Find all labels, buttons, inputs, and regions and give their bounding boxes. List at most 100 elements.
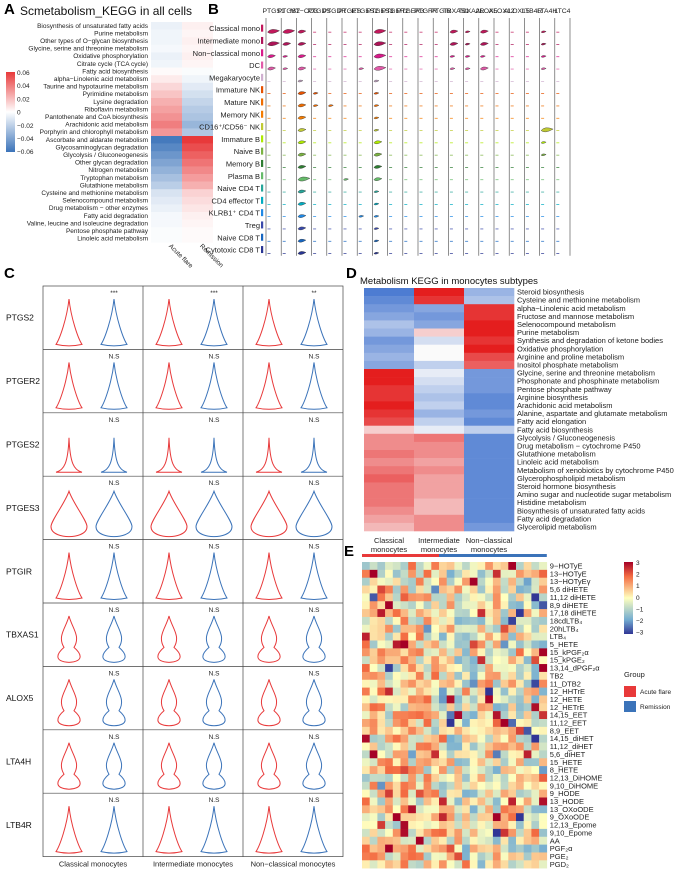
panel-e-legend-title: Group [624,670,645,679]
heatmap-cell [531,664,540,673]
remission-violin [195,489,233,538]
heatmap-cell [431,585,440,594]
pathway-label: Histidine metabolism [517,498,586,507]
heatmap-cell [516,687,524,696]
heatmap-cell [454,687,463,696]
metabolite-label: LTB₄ [550,632,566,641]
heatmap-cell [415,828,424,838]
heatmap-cell [414,320,465,329]
heatmap-cell [539,766,548,775]
violin-mark [540,127,554,133]
heatmap-cell [431,562,440,571]
pathway-label: Other glycan degradation [75,160,148,167]
heatmap-cell [408,813,417,822]
violin-mark [373,202,380,206]
heatmap-cell [439,695,447,704]
heatmap-cell [392,562,401,571]
cell-type-swatch [261,159,264,167]
heatmap-cell [492,703,501,712]
cell-type-label: Naive CD8 T [217,233,260,242]
heatmap-cell [462,703,471,712]
heatmap-cell [462,758,471,767]
pathway-label: Glycine, serine and threonine metabolism [517,369,655,378]
violin-mark [373,129,380,132]
heatmap-cell [408,805,417,814]
heatmap-cell [408,789,417,798]
violin-mark [449,55,456,58]
heatmap-cell [415,773,424,783]
pathway-label: Drug metabolism − other enzymes [49,205,149,212]
heatmap-cell [531,711,540,720]
heatmap-cell [462,805,471,814]
heatmap-cell [414,312,465,321]
pathway-label: Fatty acid degradation [517,514,591,523]
heatmap-cell [454,742,463,751]
heatmap-cell [508,797,517,806]
metabolite-label: TB2 [550,671,564,680]
heatmap-cell [508,805,517,814]
scale-tick: −0.04 [17,136,34,143]
heatmap-cell [464,328,515,337]
heatmap-cell [182,166,213,175]
remission-violin [300,298,328,347]
metabolite-label: 15_kPGF₂α [550,648,590,657]
remission-violin [100,806,128,854]
heatmap-cell [423,750,432,759]
heatmap-cell [362,734,370,743]
heatmap-cell [377,687,386,696]
heatmap-cell [414,514,465,524]
heatmap-cell [477,836,486,845]
heatmap-cell [377,828,386,838]
violin-mark [540,42,547,46]
panel-c-frame [42,285,344,857]
heatmap-cell [385,640,394,649]
heatmap-cell [508,781,517,790]
heatmap-cell [369,569,378,578]
pathway-label: Biosynthesis of unsaturated fatty acids [37,23,149,30]
violin-mark [373,66,387,71]
heatmap-cell [492,852,501,861]
heatmap-cell [369,703,378,712]
heatmap-cell [431,577,440,586]
heatmap-cell [364,385,415,394]
metabolite-label: 8,9 diHETE [550,601,588,610]
heatmap-cell [439,828,447,838]
heatmap-cell [454,836,463,845]
heatmap-cell [392,616,401,626]
heatmap-cell [423,601,432,610]
heatmap-cell [439,805,447,814]
pathway-label: Pentose phosphate pathway [66,228,149,235]
heatmap-cell [369,758,378,767]
heatmap-cell [523,813,532,822]
heatmap-cell [500,664,509,673]
heatmap-cell [392,734,401,743]
heatmap-cell [414,425,465,435]
heatmap-cell [485,703,494,712]
heatmap-cell [531,687,540,696]
heatmap-cell [531,734,540,743]
heatmap-cell [539,805,548,814]
heatmap-cell [539,828,548,838]
heatmap-cell [182,90,213,99]
violin-mark [312,104,319,107]
heatmap-cell [414,401,465,410]
heatmap-cell [454,711,463,720]
heatmap-cell [362,569,370,578]
heatmap-cell [151,52,182,61]
heatmap-cell [516,585,524,594]
gene-label: MT−CO3 [290,8,318,15]
heatmap-cell [454,577,463,586]
heatmap-cell [523,616,532,626]
heatmap-cell [400,632,409,641]
heatmap-cell [377,632,386,641]
heatmap-cell [446,852,455,861]
heatmap-cell [469,640,478,649]
heatmap-cell [385,836,394,845]
significance-label: N.S [309,734,321,741]
heatmap-cell [377,640,386,649]
heatmap-cell [439,860,447,869]
heatmap-cell [151,219,182,228]
heatmap-cell [539,836,548,845]
heatmap-cell [377,703,386,712]
heatmap-cell [385,648,394,657]
